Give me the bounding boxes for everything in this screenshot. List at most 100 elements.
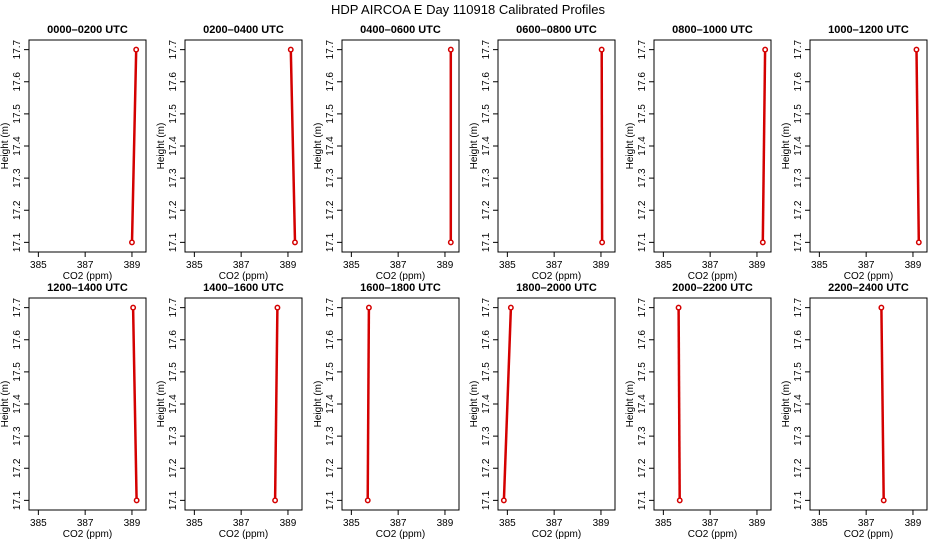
data-point — [366, 498, 370, 502]
y-tick-label: 17.3 — [168, 426, 179, 446]
y-tick-label: 17.2 — [793, 200, 804, 220]
x-axis-label: CO2 (ppm) — [532, 271, 581, 282]
x-tick-label: 385 — [655, 260, 672, 271]
y-tick-label: 17.6 — [168, 72, 179, 92]
x-axis-label: CO2 (ppm) — [63, 271, 112, 282]
y-tick-label: 17.6 — [793, 330, 804, 350]
data-point — [678, 498, 682, 502]
y-tick-label: 17.2 — [637, 458, 648, 478]
y-tick-label: 17.4 — [168, 394, 179, 414]
y-axis-label: Height (m) — [469, 381, 480, 428]
data-point — [275, 305, 279, 309]
y-tick-label: 17.7 — [481, 39, 492, 59]
y-tick-label: 17.7 — [637, 39, 648, 59]
y-tick-label: 17.7 — [12, 297, 23, 317]
y-tick-label: 17.5 — [637, 362, 648, 382]
y-tick-label: 17.4 — [793, 394, 804, 414]
chart-title: 1200–1400 UTC — [47, 282, 128, 294]
plot-frame — [654, 40, 771, 252]
x-tick-label: 389 — [280, 518, 297, 529]
series-line — [291, 50, 295, 243]
plot-frame — [810, 40, 927, 252]
x-tick-label: 389 — [593, 260, 610, 271]
y-tick-label: 17.3 — [481, 168, 492, 188]
y-tick-label: 17.5 — [481, 104, 492, 124]
y-tick-label: 17.6 — [12, 72, 23, 92]
x-tick-label: 389 — [593, 518, 610, 529]
y-tick-label: 17.5 — [12, 362, 23, 382]
x-tick-label: 385 — [811, 260, 828, 271]
chart-title: 1400–1600 UTC — [203, 282, 284, 294]
data-point — [882, 498, 886, 502]
data-point — [130, 240, 134, 244]
x-axis-label: CO2 (ppm) — [219, 529, 268, 540]
y-tick-label: 17.5 — [168, 104, 179, 124]
y-tick-label: 17.3 — [637, 168, 648, 188]
y-tick-label: 17.4 — [168, 136, 179, 156]
x-tick-label: 385 — [186, 260, 203, 271]
x-axis-label: CO2 (ppm) — [688, 529, 737, 540]
data-point — [449, 240, 453, 244]
y-tick-label: 17.3 — [168, 168, 179, 188]
plot-frame — [29, 40, 146, 252]
y-tick-label: 17.5 — [637, 104, 648, 124]
y-tick-label: 17.2 — [637, 200, 648, 220]
data-point — [134, 498, 138, 502]
y-tick-label: 17.1 — [793, 232, 804, 252]
x-tick-label: 387 — [858, 260, 875, 271]
x-tick-label: 389 — [437, 518, 454, 529]
chart-title: 0600–0800 UTC — [516, 24, 597, 36]
series-line — [368, 308, 369, 501]
y-tick-label: 17.6 — [637, 72, 648, 92]
x-axis-label: CO2 (ppm) — [376, 529, 425, 540]
y-tick-label: 17.2 — [12, 200, 23, 220]
x-tick-label: 389 — [437, 260, 454, 271]
chart-title: 0000–0200 UTC — [47, 24, 128, 36]
y-axis-label: Height (m) — [625, 123, 636, 170]
x-tick-label: 389 — [905, 518, 922, 529]
y-tick-label: 17.2 — [168, 200, 179, 220]
x-tick-label: 389 — [749, 518, 766, 529]
x-axis-label: CO2 (ppm) — [688, 271, 737, 282]
series-line — [881, 308, 883, 501]
x-tick-label: 389 — [749, 260, 766, 271]
data-point — [763, 47, 767, 51]
y-tick-label: 17.1 — [12, 232, 23, 252]
chart-title: 1000–1200 UTC — [828, 24, 909, 36]
figure-title: HDP AIRCOA E Day 110918 Calibrated Profi… — [331, 2, 606, 17]
series-line — [917, 50, 919, 243]
y-tick-label: 17.7 — [637, 297, 648, 317]
y-axis-label: Height (m) — [469, 123, 480, 170]
y-axis-label: Height (m) — [0, 381, 11, 428]
x-tick-label: 385 — [343, 518, 360, 529]
x-tick-label: 387 — [858, 518, 875, 529]
plot-frame — [342, 40, 459, 252]
x-axis-label: CO2 (ppm) — [63, 529, 112, 540]
x-tick-label: 387 — [233, 260, 250, 271]
y-tick-label: 17.5 — [481, 362, 492, 382]
y-axis-label: Height (m) — [625, 381, 636, 428]
plot-frame — [498, 40, 615, 252]
series-line — [679, 308, 680, 501]
data-point — [600, 240, 604, 244]
series-line — [763, 50, 765, 243]
y-tick-label: 17.7 — [168, 39, 179, 59]
y-tick-label: 17.3 — [12, 168, 23, 188]
y-axis-label: Height (m) — [156, 123, 167, 170]
y-axis-label: Height (m) — [781, 123, 792, 170]
y-tick-label: 17.3 — [481, 426, 492, 446]
y-tick-label: 17.4 — [481, 136, 492, 156]
chart-title: 2000–2200 UTC — [672, 282, 753, 294]
y-tick-label: 17.7 — [325, 297, 336, 317]
y-tick-label: 17.4 — [637, 394, 648, 414]
data-point — [289, 47, 293, 51]
y-axis-label: Height (m) — [781, 381, 792, 428]
y-tick-label: 17.5 — [12, 104, 23, 124]
y-tick-label: 17.1 — [325, 490, 336, 510]
series-line — [275, 308, 277, 501]
